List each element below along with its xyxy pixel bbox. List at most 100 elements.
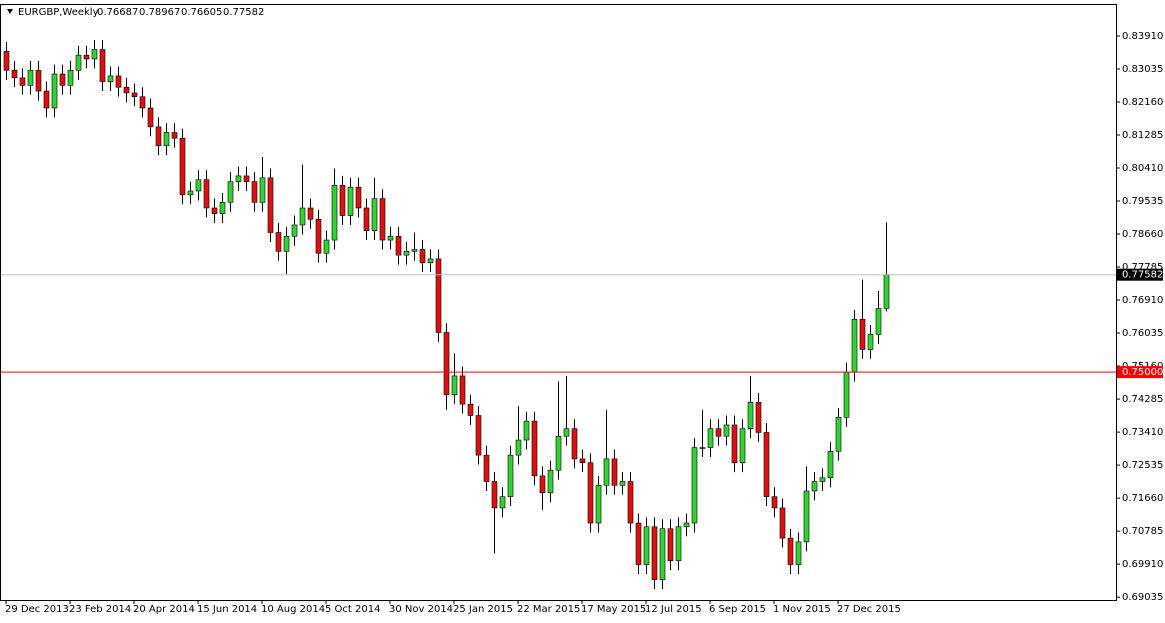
y-tick-label: 0.72535 bbox=[1122, 460, 1163, 471]
price-label-bg bbox=[1117, 366, 1163, 379]
candle-body bbox=[11, 69, 18, 79]
candle-body bbox=[819, 477, 826, 482]
candle-body bbox=[739, 428, 746, 463]
candle-body bbox=[331, 185, 338, 241]
ohlc-low: 0.76605 bbox=[181, 7, 222, 18]
candle-body bbox=[451, 375, 458, 396]
x-tick-label: 12 Jul 2015 bbox=[645, 604, 702, 615]
candle-body bbox=[515, 439, 522, 456]
y-tick-label: 0.81285 bbox=[1122, 130, 1163, 141]
x-tick-label: 15 Jun 2014 bbox=[197, 604, 257, 615]
candle-body bbox=[339, 185, 346, 216]
candle-body bbox=[683, 522, 690, 528]
candle-body bbox=[579, 458, 586, 463]
ohlc-high: 0.78967 bbox=[139, 7, 180, 18]
y-tick-label: 0.80410 bbox=[1122, 163, 1163, 174]
candle-body bbox=[219, 202, 226, 214]
candle-body bbox=[43, 90, 50, 109]
x-tick-label: 10 Aug 2014 bbox=[261, 604, 325, 615]
candle-body bbox=[251, 181, 258, 203]
candle-body bbox=[491, 481, 498, 509]
candle-body bbox=[99, 49, 106, 82]
candle-body bbox=[379, 198, 386, 241]
candle-body bbox=[115, 75, 122, 88]
candle-body bbox=[147, 107, 154, 128]
candle-body bbox=[163, 132, 170, 147]
candle-body bbox=[155, 126, 162, 147]
y-tick-label: 0.79535 bbox=[1122, 196, 1163, 207]
y-tick-label: 0.71660 bbox=[1122, 493, 1163, 504]
candle-body bbox=[555, 435, 562, 471]
candle-body bbox=[307, 207, 314, 220]
price-label: 0.77582 bbox=[1122, 270, 1163, 281]
x-tick-label: 27 Dec 2015 bbox=[837, 604, 901, 615]
candle-body bbox=[603, 458, 610, 486]
candle-body bbox=[691, 447, 698, 524]
candle-body bbox=[347, 186, 354, 216]
y-tick-label: 0.82160 bbox=[1122, 97, 1163, 108]
candle-body bbox=[171, 132, 178, 139]
y-tick-label: 0.76035 bbox=[1122, 328, 1163, 339]
candle-body bbox=[523, 420, 530, 441]
x-tick-label: 29 Dec 2013 bbox=[5, 604, 69, 615]
candle-body bbox=[411, 249, 418, 252]
candle-body bbox=[67, 69, 74, 86]
candle-body bbox=[83, 54, 90, 60]
candle-body bbox=[483, 454, 490, 482]
candle-body bbox=[595, 485, 602, 524]
candle-body bbox=[627, 481, 634, 524]
candle-body bbox=[787, 537, 794, 565]
candle-body bbox=[851, 318, 858, 373]
candle-body bbox=[3, 51, 10, 71]
candle-body bbox=[827, 451, 834, 479]
candle-body bbox=[131, 92, 138, 97]
x-tick-label: 23 Feb 2014 bbox=[69, 604, 131, 615]
candle-body bbox=[811, 481, 818, 492]
candle-body bbox=[619, 481, 626, 486]
x-tick-label: 5 Oct 2014 bbox=[325, 604, 380, 615]
candle-body bbox=[227, 181, 234, 203]
candle-body bbox=[611, 458, 618, 486]
candle-body bbox=[211, 207, 218, 214]
candle-body bbox=[59, 73, 66, 86]
candle-body bbox=[731, 424, 738, 463]
candle-body bbox=[443, 332, 450, 396]
y-tick-label: 0.70785 bbox=[1122, 526, 1163, 537]
price-label: 0.75000 bbox=[1122, 367, 1163, 378]
y-tick-label: 0.76910 bbox=[1122, 295, 1163, 306]
candle-body bbox=[355, 186, 362, 209]
candle-body bbox=[547, 469, 554, 494]
x-tick-label: 20 Apr 2014 bbox=[133, 604, 195, 615]
candle-body bbox=[651, 526, 658, 580]
candle-body bbox=[299, 207, 306, 226]
y-tick-label: 0.69910 bbox=[1122, 559, 1163, 570]
candle-body bbox=[707, 428, 714, 448]
candle-body bbox=[779, 507, 786, 539]
candle-body bbox=[139, 96, 146, 109]
candle-body bbox=[675, 526, 682, 562]
candle-body bbox=[187, 190, 194, 196]
candle-body bbox=[723, 424, 730, 437]
y-tick-label: 0.74285 bbox=[1122, 394, 1163, 405]
candle-body bbox=[475, 415, 482, 456]
y-tick-label: 0.83910 bbox=[1122, 31, 1163, 42]
x-tick-label: 17 May 2015 bbox=[581, 604, 646, 615]
candle-body bbox=[747, 401, 754, 430]
candle-body bbox=[835, 417, 842, 452]
candle-body bbox=[371, 198, 378, 231]
menu-triangle[interactable] bbox=[7, 9, 13, 14]
candle-body bbox=[243, 175, 250, 182]
candle-body bbox=[51, 73, 58, 109]
candle-body bbox=[291, 224, 298, 237]
candle-body bbox=[507, 454, 514, 497]
candle-body bbox=[435, 258, 442, 333]
plot-frame bbox=[0, 4, 1117, 601]
candle-body bbox=[715, 428, 722, 437]
candle-body bbox=[699, 447, 706, 449]
ohlc-open: 0.76687 bbox=[97, 7, 138, 18]
candle-body bbox=[267, 177, 274, 233]
candle-body bbox=[499, 496, 506, 509]
candle-body bbox=[427, 258, 434, 263]
x-tick-label: 30 Nov 2014 bbox=[389, 604, 453, 615]
